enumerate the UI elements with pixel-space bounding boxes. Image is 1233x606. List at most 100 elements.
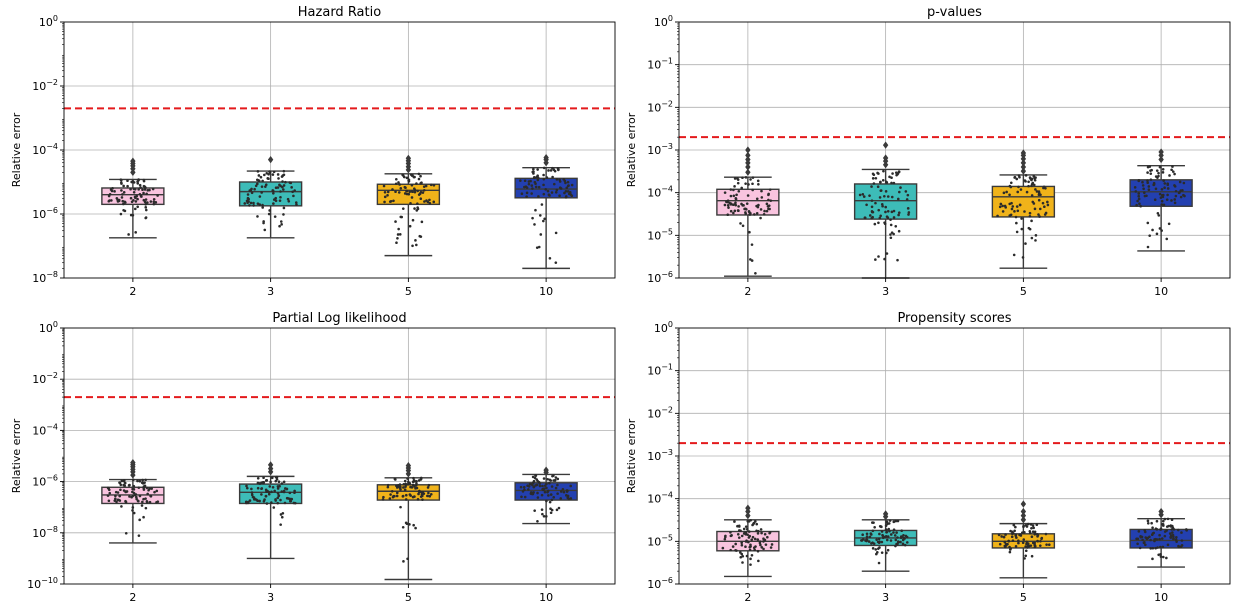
swarm-point (534, 185, 538, 189)
swarm-point (861, 533, 864, 536)
y-tick-label: 10−2 (32, 78, 58, 93)
swarm-point (398, 233, 402, 236)
swarm-point (876, 171, 879, 175)
swarm-point (404, 483, 408, 487)
swarm-point (128, 495, 131, 498)
swarm-point (140, 195, 143, 198)
swarm-point (894, 538, 898, 542)
swarm-point (1040, 537, 1043, 541)
swarm-point (886, 209, 890, 213)
swarm-point (1016, 190, 1020, 194)
swarm-point (279, 195, 282, 199)
flier-marker (130, 157, 136, 165)
swarm-point (1014, 215, 1018, 219)
swarm-point (107, 194, 111, 198)
swarm-point (865, 532, 869, 536)
swarm-point (1008, 193, 1011, 197)
swarm-point (904, 190, 908, 193)
swarm-point (402, 482, 406, 486)
swarm-point (145, 486, 149, 490)
swarm-point (746, 194, 750, 197)
y-tick-label: 10−6 (32, 474, 58, 489)
swarm-point (1011, 539, 1015, 542)
swarm-point (277, 494, 281, 498)
swarm-point (294, 201, 298, 204)
flier-marker (543, 466, 549, 474)
swarm-point (549, 169, 553, 172)
swarm-point (519, 485, 523, 489)
swarm-point (554, 190, 558, 194)
swarm-point (880, 530, 884, 533)
swarm-point (745, 554, 749, 558)
swarm-point (148, 500, 152, 504)
swarm-point (1033, 532, 1037, 536)
swarm-point (1150, 521, 1153, 525)
swarm-point (535, 246, 539, 249)
swarm-point (272, 506, 276, 509)
swarm-point (427, 483, 431, 487)
swarm-point (264, 185, 267, 188)
swarm-point (527, 182, 531, 186)
swarm-point (554, 261, 558, 264)
swarm-point (525, 191, 529, 195)
swarm-point (762, 547, 765, 551)
flier-marker (405, 154, 412, 162)
swarm-point (871, 177, 875, 180)
swarm-point (740, 543, 744, 547)
swarm-point (119, 212, 123, 216)
swarm-point (419, 197, 423, 201)
y-tick-label: 10−8 (32, 270, 58, 285)
swarm-point (1026, 542, 1030, 545)
swarm-point (1157, 171, 1160, 175)
swarm-point (1146, 179, 1149, 182)
swarm-point (873, 222, 877, 226)
x-tick-label: 5 (1020, 285, 1027, 298)
swarm-point (282, 184, 286, 187)
swarm-point (1010, 535, 1014, 538)
box-5 (991, 149, 1056, 269)
swarm-point (390, 489, 394, 493)
swarm-point (721, 546, 725, 550)
swarm-point (1161, 555, 1165, 559)
swarm-point (144, 202, 147, 206)
swarm-point (269, 480, 272, 484)
swarm-point (424, 184, 428, 188)
swarm-point (751, 188, 754, 192)
swarm-point (1025, 540, 1028, 544)
swarm-point (872, 542, 876, 545)
swarm-point (871, 215, 874, 219)
swarm-point (267, 492, 271, 496)
swarm-point (1146, 181, 1149, 185)
swarm-point (744, 182, 747, 185)
swarm-point (1008, 202, 1012, 206)
swarm-point (1024, 549, 1028, 553)
swarm-point (133, 187, 137, 191)
swarm-point (877, 208, 881, 212)
swarm-point (570, 183, 574, 187)
swarm-point (1162, 203, 1166, 207)
swarm-point (905, 198, 909, 201)
swarm-point (394, 220, 397, 223)
swarm-point (540, 508, 544, 511)
swarm-point (142, 515, 145, 519)
swarm-point (543, 484, 547, 487)
swarm-point (1029, 544, 1033, 547)
flier-marker (1020, 149, 1027, 157)
swarm-point (1031, 200, 1035, 204)
swarm-point (871, 529, 875, 533)
swarm-point (546, 477, 550, 481)
swarm-point (1159, 552, 1162, 556)
swarm-point (133, 207, 137, 211)
swarm-point (729, 548, 732, 552)
swarm-point (878, 532, 881, 536)
swarm-point (546, 489, 550, 493)
swarm-point (769, 546, 773, 549)
swarm-point (748, 548, 752, 552)
swarm-point (763, 209, 766, 213)
swarm-point (144, 497, 147, 500)
swarm-point (536, 168, 539, 171)
swarm-point (889, 236, 893, 240)
swarm-point (564, 195, 568, 198)
flier-marker (1020, 512, 1027, 520)
swarm-point (1159, 196, 1163, 199)
